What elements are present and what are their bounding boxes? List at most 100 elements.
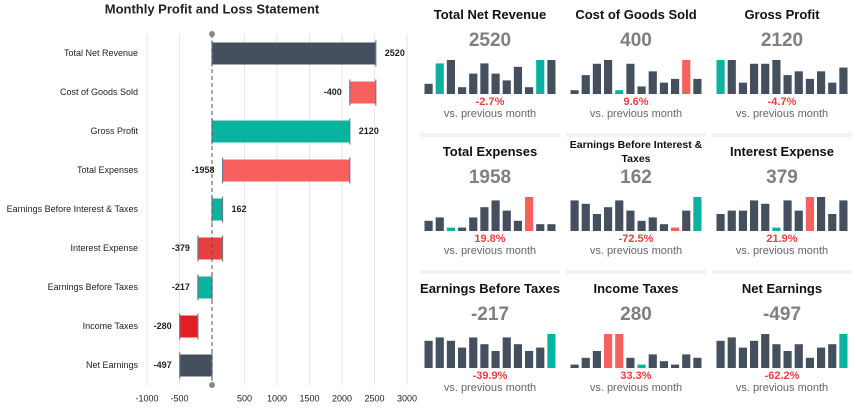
card-value: 2120: [760, 30, 804, 51]
mini-bar: [750, 340, 759, 368]
mini-bar: [570, 200, 579, 231]
bar: [222, 159, 350, 182]
card-title: Interest Expense: [729, 144, 835, 159]
change: 9.6%: [623, 96, 649, 108]
mini-bar: [435, 337, 444, 368]
change-note: vs. previous month: [589, 382, 683, 394]
mini-bar-chart: [716, 60, 848, 94]
mini-bar: [659, 361, 668, 368]
kpi-card: Earnings Before Interest & Taxes 162 -72.5…: [566, 133, 706, 264]
mini-bar: [513, 66, 522, 94]
mini-bar: [682, 210, 691, 231]
x-tick-label: 2000: [332, 393, 352, 403]
mini-bar: [716, 340, 725, 368]
mini-bar: [817, 197, 826, 231]
mini-bar: [817, 347, 826, 368]
mini-bar: [469, 337, 478, 368]
card-value: 379: [766, 167, 798, 188]
bar: [179, 354, 212, 377]
x-tick-label: 1500: [299, 393, 319, 403]
mini-bar: [716, 60, 725, 94]
card-value: 280: [620, 304, 652, 325]
bar: [197, 237, 223, 260]
mini-bar: [536, 224, 545, 231]
card-value: 2520: [468, 30, 512, 51]
mini-bar: [446, 227, 455, 231]
mini-bar: [805, 197, 814, 231]
card-value: 162: [620, 167, 652, 188]
y-tick-label: Cost of Goods Sold: [60, 87, 138, 97]
mini-bar: [783, 75, 792, 94]
kpi-card: Gross Profit 2120 -4.7% vs. previous month: [712, 0, 852, 127]
change-note: vs. previous month: [443, 108, 537, 120]
change: -62.2%: [764, 370, 800, 382]
x-tick-label: 1000: [267, 393, 287, 403]
y-tick-label: Interest Expense: [70, 243, 138, 253]
mini-bar: [458, 227, 467, 231]
mini-bar: [828, 214, 837, 231]
mini-bar: [648, 217, 657, 231]
change-note: vs. previous month: [589, 245, 683, 257]
mini-bar: [570, 364, 579, 368]
mini-bar: [424, 83, 433, 94]
mini-bar: [682, 60, 691, 94]
kpi-card: Income Taxes 280 33.3% vs. previous month: [566, 270, 706, 401]
kpi-card: Earnings Before Taxes -217 -39.9% vs. previ…: [420, 270, 560, 401]
mini-bar: [513, 344, 522, 368]
mini-bar: [839, 67, 848, 94]
card-title: Earnings Before Taxes: [420, 281, 560, 296]
change: -72.5%: [618, 233, 654, 245]
mini-bar: [637, 364, 646, 368]
mini-bar: [513, 220, 522, 231]
card-title: Gross Profit: [744, 7, 820, 22]
y-tick-label: Earnings Before Interest & Taxes: [7, 204, 139, 214]
card-title: Net Earnings: [741, 281, 823, 296]
change: 19.8%: [474, 233, 506, 245]
mini-bar: [458, 87, 467, 94]
mini-bar: [626, 210, 635, 231]
mini-bar: [525, 87, 534, 94]
mini-bar: [772, 60, 781, 94]
change-note: vs. previous month: [735, 245, 829, 257]
mini-bar: [750, 200, 759, 231]
value-label: -217: [172, 282, 190, 292]
mini-bar-chart: [570, 60, 702, 94]
mini-bar: [435, 63, 444, 94]
mini-bar: [581, 357, 590, 368]
mini-bar: [435, 217, 444, 231]
mini-bar: [491, 73, 500, 94]
card-title: Earnings Before Interest & Taxes: [569, 139, 703, 165]
x-tick-label: -500: [170, 393, 188, 403]
mini-bar: [626, 63, 635, 94]
chart-title: Monthly Profit and Loss Statement: [105, 1, 320, 16]
mini-bar: [592, 63, 601, 94]
zero-dot: [209, 31, 215, 37]
change-note: vs. previous month: [735, 382, 829, 394]
mini-bar: [604, 60, 613, 94]
mini-bar: [671, 364, 680, 368]
change: 21.9%: [766, 233, 798, 245]
mini-bar: [750, 63, 759, 94]
value-label: -280: [154, 321, 172, 331]
kpi-card: Cost of Goods Sold 400 9.6% vs. previous mo…: [566, 0, 706, 127]
mini-bar: [446, 60, 455, 94]
mini-bar: [761, 334, 770, 368]
mini-bar: [693, 78, 702, 94]
change-note: vs. previous month: [589, 108, 683, 120]
mini-bar: [592, 214, 601, 231]
card-title: Total Expenses: [442, 144, 538, 159]
mini-bar: [626, 357, 635, 368]
mini-bar: [491, 351, 500, 368]
mini-bar: [446, 340, 455, 368]
mini-bar: [671, 78, 680, 94]
mini-bar: [536, 60, 545, 94]
bar: [212, 42, 376, 65]
mini-bar: [716, 214, 725, 231]
change: 33.3%: [620, 370, 652, 382]
y-tick-label: Net Earnings: [86, 360, 139, 370]
card-value: -217: [470, 304, 510, 325]
mini-bar: [502, 337, 511, 368]
mini-bar: [794, 71, 803, 94]
mini-bar: [525, 197, 534, 231]
